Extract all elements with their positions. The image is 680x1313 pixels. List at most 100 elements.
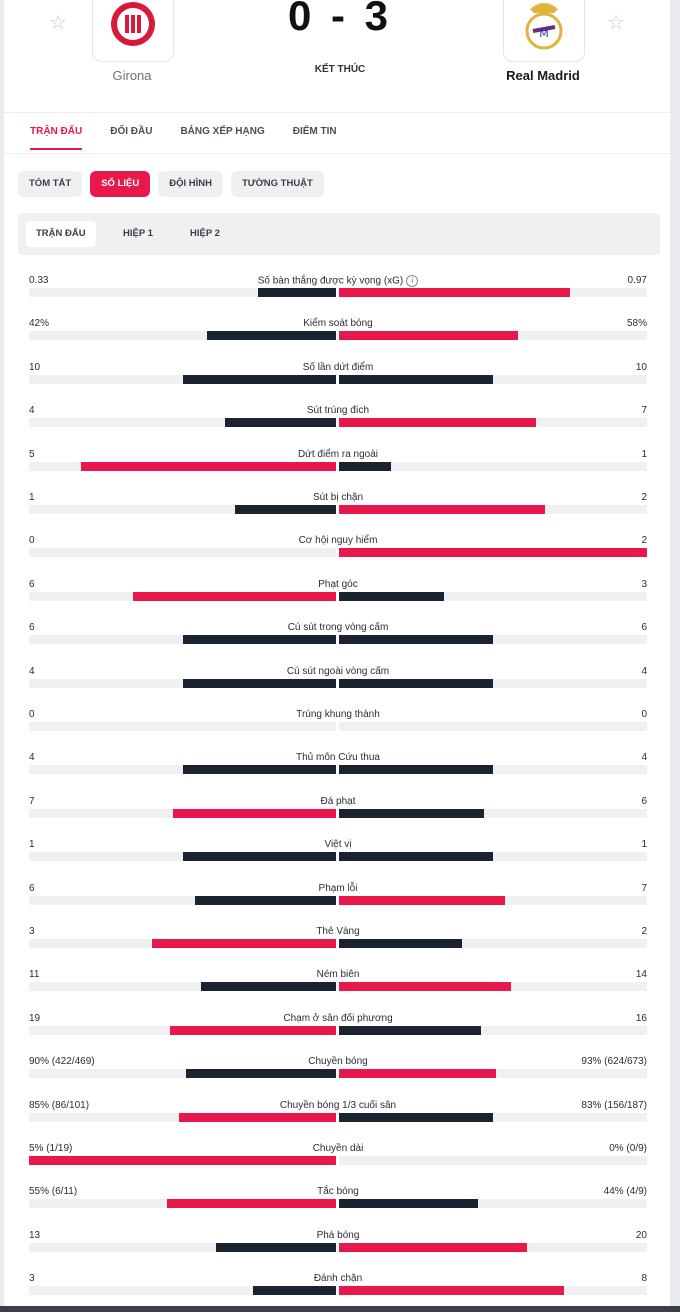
away-bar-track — [339, 852, 647, 862]
stat-away-value: 2 — [641, 492, 647, 503]
away-bar-track — [339, 1156, 647, 1165]
stat-row: 42% Kiểm soát bóng 58% — [29, 318, 647, 358]
home-bar-track — [29, 1286, 336, 1296]
stat-label-text: Ném biên — [316, 969, 360, 981]
home-bar-track — [29, 505, 336, 514]
away-bar — [339, 808, 484, 818]
away-bar-track — [339, 1025, 647, 1035]
stat-home-value: 0 — [29, 709, 35, 720]
stat-away-value: 0.97 — [627, 275, 647, 286]
home-bar — [200, 982, 336, 992]
pill-tuong-thuat[interactable]: TƯỜNG THUẬT — [230, 171, 324, 197]
period-tab-half-1[interactable]: HIỆP 1 — [123, 228, 153, 239]
away-bar-track — [339, 1069, 647, 1079]
home-bar — [151, 939, 336, 948]
stat-row: 55% (6/11) Tắc bóng 44% (4/9) — [29, 1186, 647, 1226]
stat-row: 6 Phạm lỗi 7 — [29, 883, 647, 923]
stat-row: 6 Cú sút trong vòng cấm 6 — [29, 622, 647, 662]
tab-bang-xep-hang[interactable]: BẢNG XẾP HẠNG — [180, 126, 265, 137]
stat-label-text: Phá bóng — [316, 1229, 360, 1241]
stat-row: 1 Sút bị chặn 2 — [29, 492, 647, 532]
stat-label: Thủ môn Cứu thua — [29, 752, 647, 763]
stat-away-value: 1 — [641, 448, 647, 460]
tab-diem-tin[interactable]: ĐIỂM TIN — [292, 126, 337, 137]
real-madrid-crest-icon[interactable]: M — [503, 0, 585, 62]
stat-label-text: Số bàn thắng được kỳ vọng (xG) — [257, 275, 404, 287]
home-bar-track — [29, 1199, 336, 1209]
stat-home-value: 3 — [29, 1273, 35, 1285]
stat-away-value: 14 — [635, 969, 647, 981]
home-bar-track — [29, 1025, 336, 1035]
away-team-name[interactable]: Real Madrid — [506, 68, 580, 83]
away-bar-track — [339, 808, 647, 818]
girona-crest-icon[interactable] — [92, 0, 174, 62]
stat-away-value: 4 — [641, 665, 647, 677]
away-bar — [339, 765, 493, 775]
away-bar-track — [339, 1112, 647, 1122]
period-tab-half-2[interactable]: HIỆP 2 — [190, 228, 220, 239]
favorite-away-star-icon[interactable]: ☆ — [607, 12, 625, 34]
stat-row: 11 Ném biên 14 — [29, 969, 647, 1009]
away-bar-track — [339, 678, 647, 688]
stat-home-value: 0.33 — [29, 275, 49, 286]
away-bar — [339, 678, 493, 688]
home-bar — [258, 288, 336, 297]
stat-label: Chuyền bóng 1/3 cuối sân — [29, 1100, 647, 1111]
away-bar — [339, 374, 493, 384]
stat-row: 1 Việt vị 1 — [29, 839, 647, 879]
period-tab-full[interactable]: TRẬN ĐẤU — [26, 221, 96, 247]
pill-tom-tat[interactable]: TÓM TẮT — [18, 171, 83, 197]
stat-label: Số bàn thắng được kỳ vọng (xG) i — [29, 275, 647, 287]
home-bar-track — [29, 982, 336, 992]
away-bar-track — [339, 288, 647, 297]
away-bar — [339, 1199, 478, 1209]
stat-label-text: Cú sút ngoài vòng cấm — [286, 665, 390, 677]
away-bar — [339, 1286, 564, 1296]
stat-away-value: 7 — [641, 882, 647, 894]
info-icon[interactable]: i — [406, 275, 419, 287]
stat-row: 4 Sút trúng đích 7 — [29, 405, 647, 445]
away-bar — [339, 1112, 493, 1122]
stat-away-value: 10 — [635, 361, 647, 373]
home-team-name[interactable]: Girona — [112, 68, 152, 83]
home-bar-track — [29, 288, 336, 297]
stat-label: Dứt điểm ra ngoài — [29, 449, 647, 460]
favorite-home-star-icon[interactable]: ☆ — [49, 12, 67, 34]
stat-label: Trúng khung thành — [29, 709, 647, 720]
away-bar-track — [339, 939, 647, 948]
stat-away-value: 2 — [641, 535, 647, 547]
tabs-divider — [4, 153, 670, 154]
stat-home-value: 6 — [29, 622, 35, 634]
home-bar — [133, 591, 336, 601]
stat-home-value: 19 — [29, 1012, 41, 1024]
header-divider — [4, 112, 670, 113]
home-bar — [182, 374, 336, 384]
tab-doi-dau[interactable]: ĐỐI ĐẦU — [110, 126, 153, 137]
pill-so-lieu[interactable]: SỐ LIỆU — [90, 171, 151, 197]
stat-home-value: 10 — [29, 361, 41, 373]
stat-label-text: Đánh chặn — [313, 1273, 363, 1285]
pill-doi-hinh[interactable]: ĐỘI HÌNH — [158, 171, 223, 197]
home-bar-track — [29, 1156, 336, 1165]
home-bar — [216, 1242, 336, 1252]
home-bar-track — [29, 895, 336, 905]
stat-label: Đánh chặn — [29, 1273, 647, 1284]
frame-left — [0, 0, 4, 1312]
tab-tran-dau[interactable]: TRẬN ĐẤU — [30, 126, 83, 150]
away-bar-track — [339, 635, 647, 645]
frame-bottom — [0, 1306, 680, 1312]
home-bar-track — [29, 722, 336, 731]
stat-home-value: 4 — [29, 752, 35, 764]
stat-row: 13 Phá bóng 20 — [29, 1230, 647, 1270]
away-bar — [339, 418, 537, 428]
stat-home-value: 85% (86/101) — [29, 1099, 90, 1111]
away-bar-track — [339, 461, 647, 471]
stat-home-value: 42% — [29, 318, 50, 330]
home-bar — [182, 678, 336, 688]
stat-label-text: Kiểm soát bóng — [303, 318, 373, 330]
stat-away-value: 7 — [641, 405, 647, 417]
match-score: 0 - 3 — [287, 0, 393, 39]
stat-row: 90% (422/469) Chuyền bóng 93% (624/673) — [29, 1056, 647, 1096]
away-bar-track — [339, 505, 647, 514]
stat-label: Kiểm soát bóng — [29, 318, 647, 329]
